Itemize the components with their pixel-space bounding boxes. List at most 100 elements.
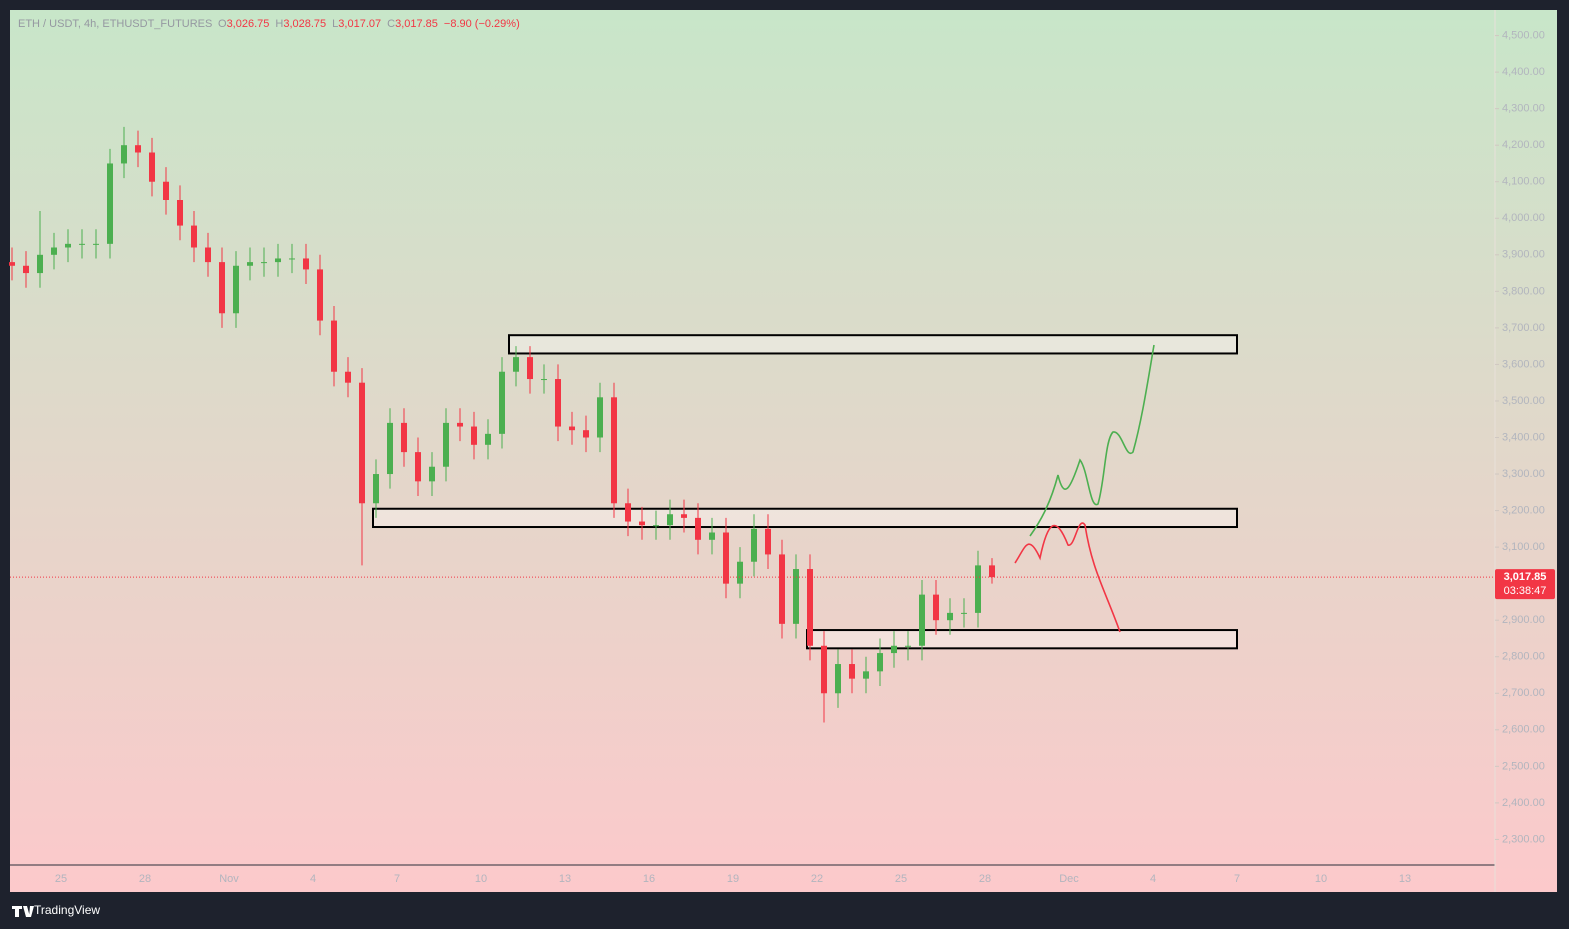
body xyxy=(79,243,85,245)
body xyxy=(303,258,309,270)
body xyxy=(387,422,393,475)
y-tick-label: 3,200.00 xyxy=(1502,504,1545,516)
body xyxy=(611,397,617,504)
x-tick-label: 19 xyxy=(727,873,739,885)
y-tick-label: 3,600.00 xyxy=(1502,358,1545,370)
body xyxy=(737,561,743,584)
logo xyxy=(12,906,34,917)
y-tick-label: 4,200.00 xyxy=(1502,139,1545,151)
y-tick-label: 2,600.00 xyxy=(1502,724,1545,736)
body xyxy=(779,554,785,624)
body xyxy=(849,664,855,679)
body xyxy=(793,569,799,624)
body xyxy=(135,145,141,153)
body xyxy=(555,379,561,427)
y-tick-label: 4,300.00 xyxy=(1502,103,1545,115)
body xyxy=(429,466,435,482)
y-tick-label: 3,800.00 xyxy=(1502,285,1545,297)
plot-background xyxy=(10,10,1557,892)
body xyxy=(401,422,407,453)
x-tick-label: 7 xyxy=(1234,873,1240,885)
brand: TradingView xyxy=(34,903,100,917)
body xyxy=(107,163,113,244)
y-tick-label: 2,700.00 xyxy=(1502,687,1545,699)
change: −8.90 (−0.29%) xyxy=(444,18,520,30)
y-tick-label: 2,300.00 xyxy=(1502,833,1545,845)
body xyxy=(933,594,939,621)
body xyxy=(681,514,687,518)
body xyxy=(289,258,295,260)
body xyxy=(863,671,869,679)
x-tick-label: 4 xyxy=(310,873,316,885)
body xyxy=(51,247,57,255)
y-tick-label: 3,900.00 xyxy=(1502,249,1545,261)
body xyxy=(65,243,71,248)
body xyxy=(975,565,981,613)
y-tick-label: 3,400.00 xyxy=(1502,431,1545,443)
body xyxy=(163,181,169,200)
body xyxy=(23,265,29,274)
body xyxy=(37,254,43,274)
body xyxy=(947,612,953,621)
body xyxy=(625,503,631,522)
body xyxy=(93,243,99,245)
y-tick-label: 4,000.00 xyxy=(1502,212,1545,224)
y-tick-label: 2,400.00 xyxy=(1502,797,1545,809)
l: 3,017.07 xyxy=(338,18,381,30)
o-label: O xyxy=(218,18,227,30)
body xyxy=(541,379,547,381)
body xyxy=(275,258,281,263)
body xyxy=(457,422,463,427)
body xyxy=(485,433,491,445)
c-label: C xyxy=(387,18,395,30)
body xyxy=(877,653,883,672)
body xyxy=(499,371,505,434)
body xyxy=(443,422,449,467)
body xyxy=(821,645,827,694)
body xyxy=(667,514,673,526)
body xyxy=(891,645,897,654)
body xyxy=(569,426,575,431)
c: 3,017.85 xyxy=(395,18,438,30)
body xyxy=(177,200,183,226)
body xyxy=(247,262,253,266)
o: 3,026.75 xyxy=(227,18,270,30)
body xyxy=(919,594,925,646)
body xyxy=(639,521,645,526)
body xyxy=(233,265,239,314)
x-tick-label: 25 xyxy=(55,873,67,885)
body xyxy=(597,397,603,438)
body xyxy=(527,357,533,380)
body xyxy=(373,474,379,504)
x-tick-label: 28 xyxy=(979,873,991,885)
body xyxy=(905,645,911,647)
body xyxy=(345,371,351,383)
x-tick-label: Nov xyxy=(219,873,239,885)
l-label: L xyxy=(332,18,338,30)
y-tick-label: 2,800.00 xyxy=(1502,651,1545,663)
y-tick-label: 4,400.00 xyxy=(1502,66,1545,78)
x-tick-label: 10 xyxy=(1315,873,1327,885)
body xyxy=(513,357,519,372)
body xyxy=(219,262,225,314)
x-tick-label: 13 xyxy=(559,873,571,885)
zone xyxy=(806,629,1238,650)
x-tick-label: Dec xyxy=(1059,873,1079,885)
x-tick-label: 4 xyxy=(1150,873,1156,885)
zone xyxy=(372,507,1238,529)
body xyxy=(149,152,155,182)
y-tick-label: 2,500.00 xyxy=(1502,760,1545,772)
body xyxy=(807,569,813,646)
body xyxy=(835,664,841,694)
h-label: H xyxy=(275,18,283,30)
y-tick-label: 3,700.00 xyxy=(1502,322,1545,334)
x-tick-label: 7 xyxy=(394,873,400,885)
x-tick-label: 10 xyxy=(475,873,487,885)
body xyxy=(961,612,967,614)
body xyxy=(9,262,15,266)
body xyxy=(723,532,729,584)
x-tick-label: 16 xyxy=(643,873,655,885)
bullish-projection xyxy=(1029,344,1155,537)
